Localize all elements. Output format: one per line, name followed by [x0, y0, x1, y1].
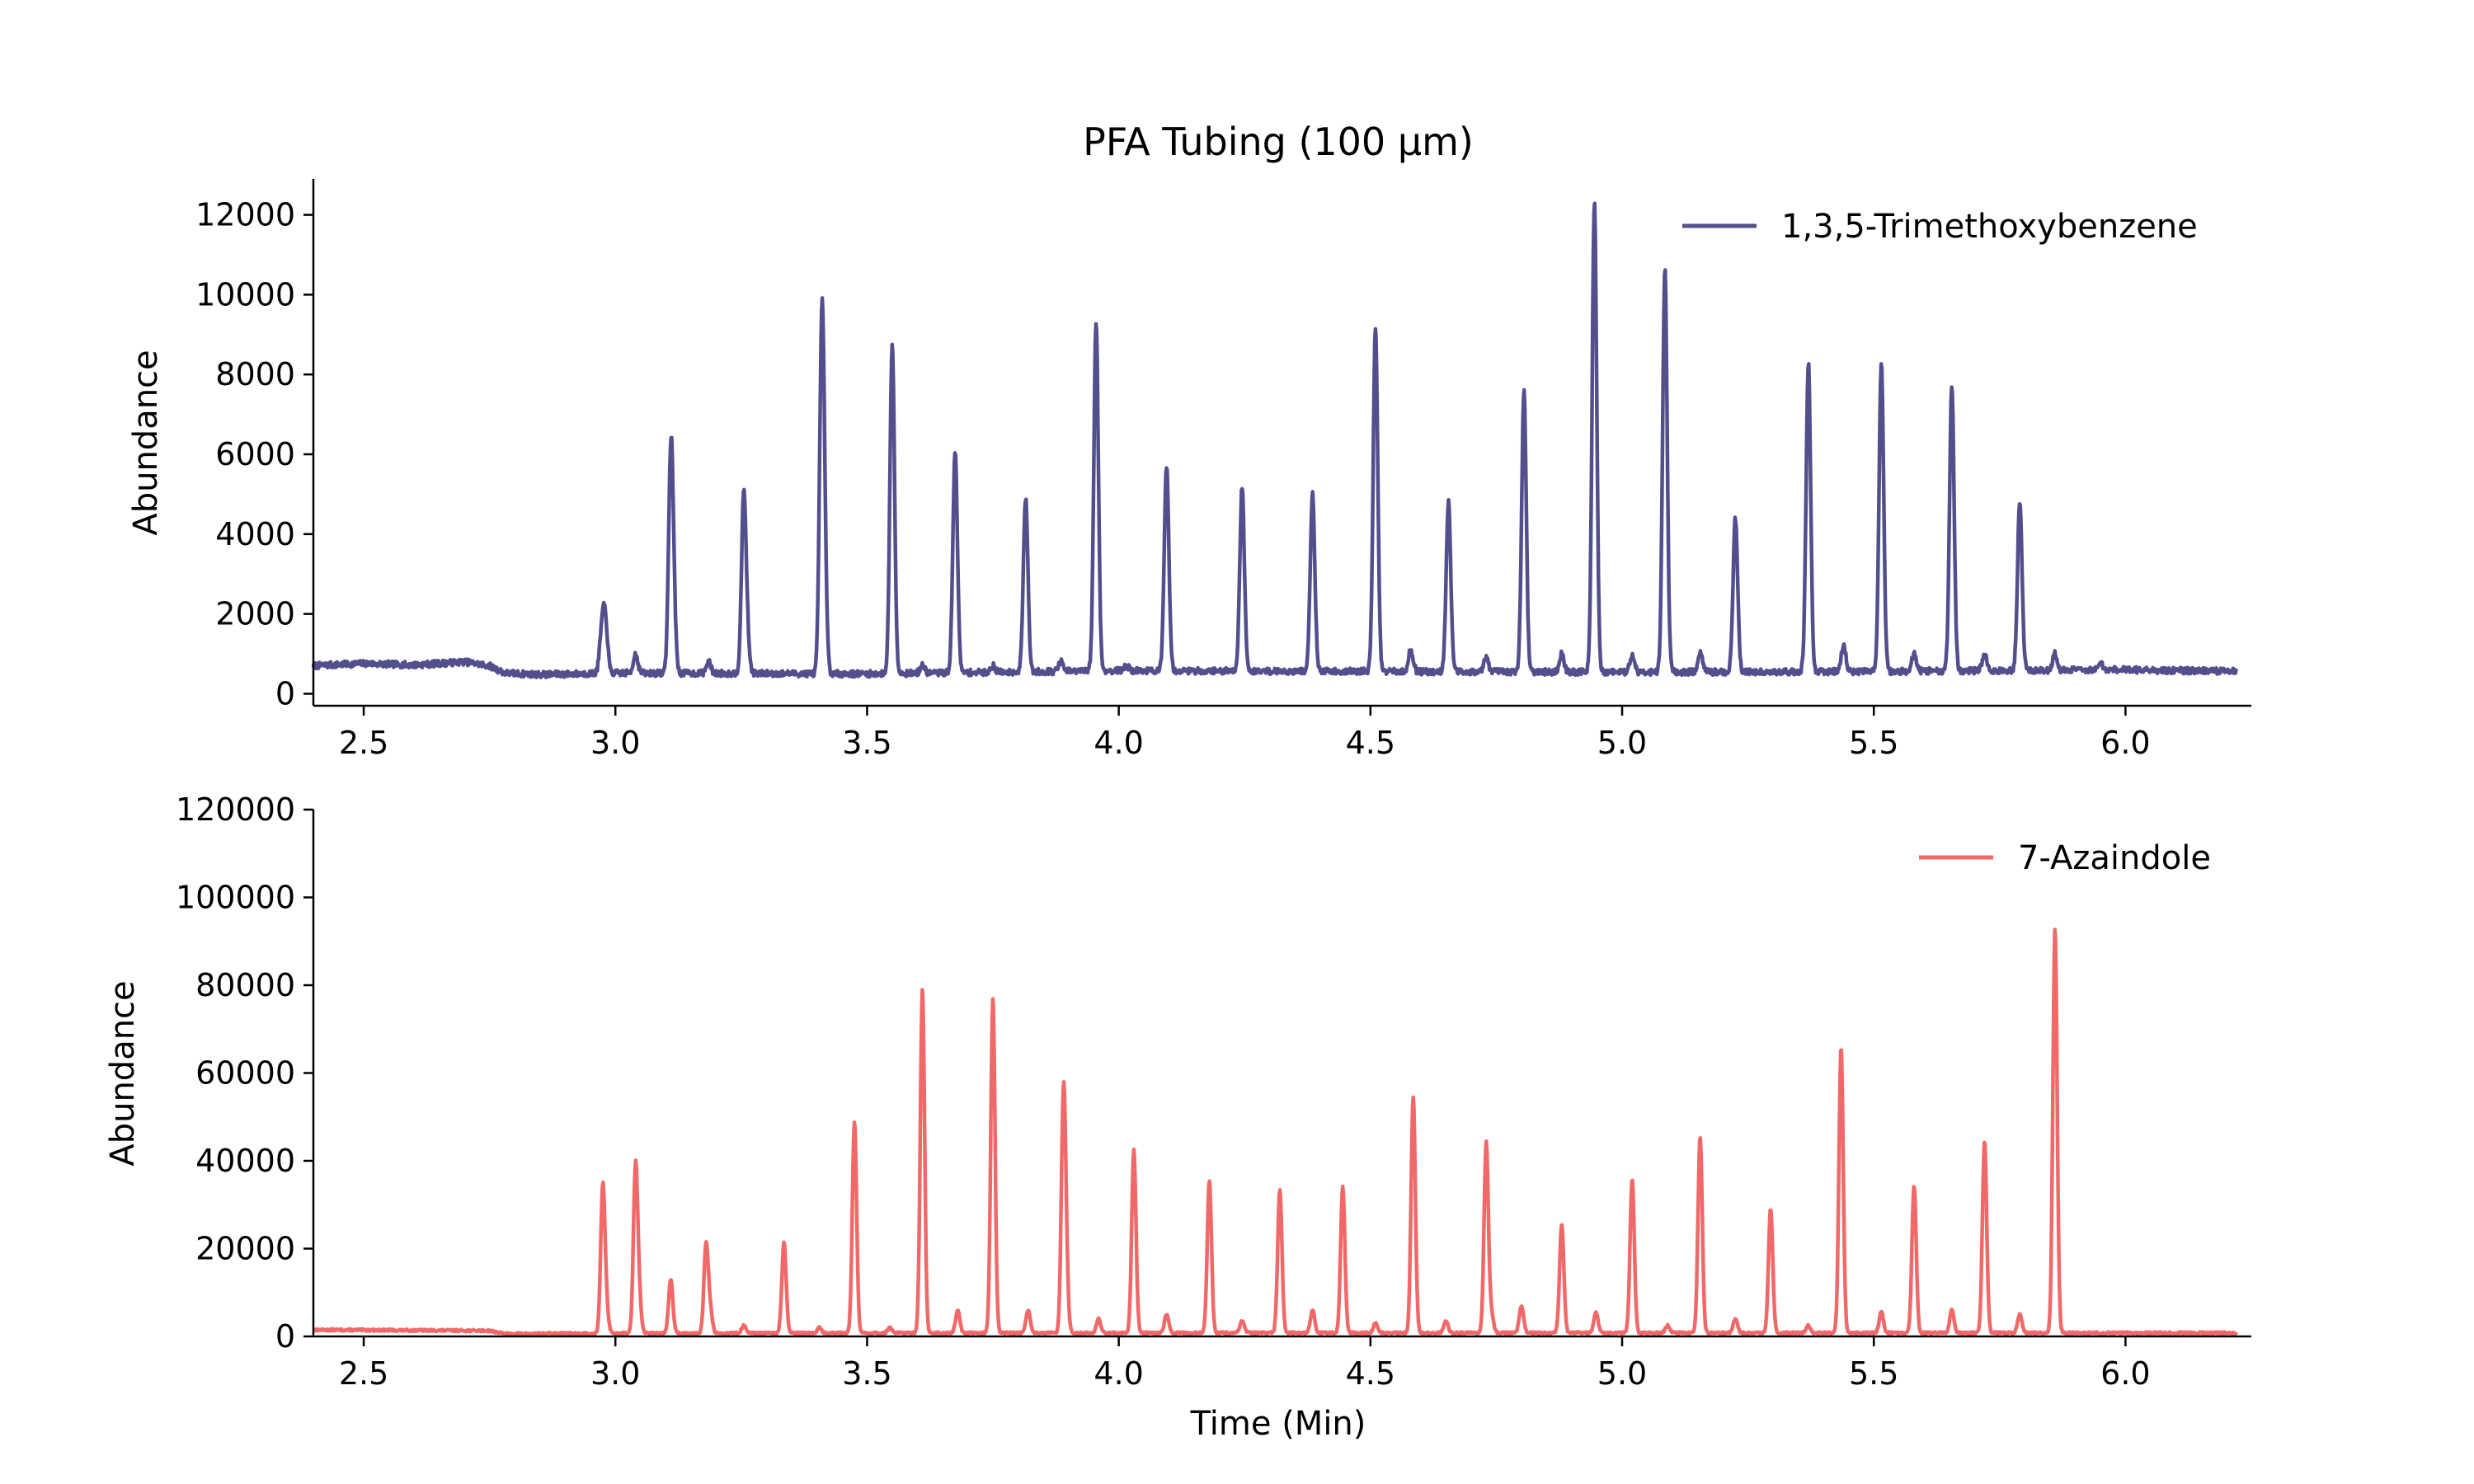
- panel-bottom-ticks: 2.5 3.0 3.5 4.0 4.5 5.0 5.5 6.0 0 20000 40000 60000…: [176, 791, 2151, 1392]
- panel-bottom-x-tick-label: 3.5: [842, 1355, 891, 1392]
- panel-top-x-tick-label: 5.5: [1849, 725, 1898, 761]
- panel-top-x-tick-label: 2.5: [339, 725, 388, 761]
- panel-bottom-y-tick-label: 60000: [195, 1055, 295, 1092]
- panel-bottom-y-tick-label: 80000: [195, 967, 295, 1003]
- panel-bottom-x-tick-label: 2.5: [339, 1355, 388, 1392]
- panel-top-y-tick-label: 0: [275, 675, 295, 711]
- panel-bottom-y-tick-label: 0: [275, 1318, 295, 1355]
- panel-bottom-y-tick-label: 100000: [176, 880, 295, 916]
- panel-top-x-tick-label: 3.0: [590, 725, 640, 761]
- panel-bottom: 2.5 3.0 3.5 4.0 4.5 5.0 5.5 6.0 0 20000 40000 60000…: [104, 791, 2251, 1443]
- panel-top-y-tick-label: 12000: [195, 197, 295, 233]
- azaindole-trace: [312, 928, 2238, 1337]
- panel-bottom-x-tick-label: 5.0: [1597, 1355, 1647, 1392]
- legend-label-trimethoxybenzene: 1,3,5-Trimethoxybenzene: [1781, 208, 2198, 246]
- x-axis-label: Time (Min): [1190, 1405, 1366, 1443]
- panel-top-legend: 1,3,5-Trimethoxybenzene: [1682, 208, 2198, 246]
- panel-top-y-tick-label: 8000: [215, 356, 295, 392]
- panel-top: 2.5 3.0 3.5 4.0 4.5 5.0 5.5 6.0 0 2000 4000 6000 800…: [127, 179, 2251, 761]
- panel-bottom-x-tick-label: 4.0: [1094, 1355, 1143, 1392]
- panel-top-y-tick-label: 10000: [195, 276, 295, 312]
- panel-top-x-tick-label: 3.5: [842, 725, 891, 761]
- panel-bottom-x-tick-label: 6.0: [2100, 1355, 2150, 1392]
- panel-bottom-y-tick-label: 40000: [195, 1143, 295, 1179]
- panel-bottom-x-tick-label: 3.0: [590, 1355, 640, 1392]
- trimethoxybenzene-trace: [311, 201, 2238, 679]
- panel-top-x-tick-label: 4.5: [1346, 725, 1395, 761]
- legend-label-azaindole: 7-Azaindole: [2018, 839, 2211, 877]
- panel-bottom-x-tick-label: 4.5: [1346, 1355, 1395, 1392]
- panel-top-y-tick-label: 6000: [215, 436, 295, 472]
- panel-top-y-tick-label: 4000: [215, 516, 295, 552]
- panel-top-y-tick-label: 2000: [215, 596, 295, 632]
- panel-bottom-y-label: Abundance: [104, 980, 142, 1166]
- panel-top-ticks: 2.5 3.0 3.5 4.0 4.5 5.0 5.5 6.0 0 2000 4000 6000 800…: [195, 197, 2151, 761]
- panel-top-y-label: Abundance: [127, 350, 165, 535]
- panel-bottom-x-tick-label: 5.5: [1849, 1355, 1898, 1392]
- panel-bottom-y-tick-label: 20000: [195, 1231, 295, 1267]
- panel-bottom-legend: 7-Azaindole: [1919, 839, 2211, 877]
- panel-top-x-tick-label: 6.0: [2100, 725, 2150, 761]
- panel-bottom-y-tick-label: 120000: [176, 791, 295, 828]
- panel-top-x-tick-label: 4.0: [1094, 725, 1143, 761]
- chart-title: PFA Tubing (100 µm): [1083, 120, 1474, 164]
- panel-top-x-tick-label: 5.0: [1597, 725, 1647, 761]
